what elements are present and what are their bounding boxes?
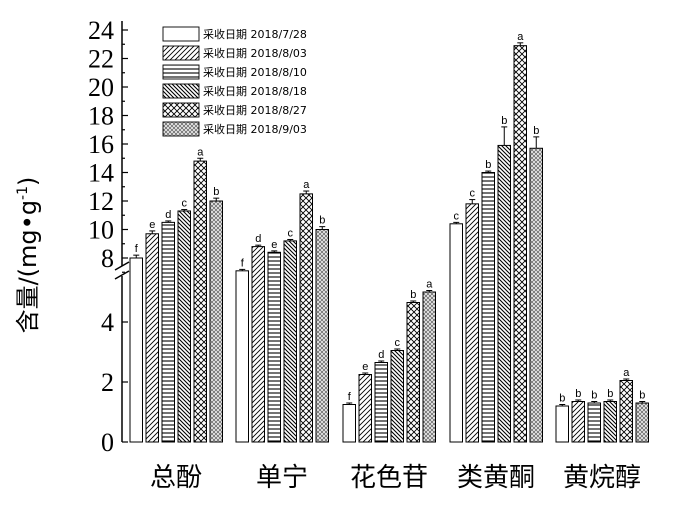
category-label: 花色苷 bbox=[350, 463, 428, 493]
significance-letter: b bbox=[591, 390, 597, 402]
bar bbox=[358, 374, 372, 443]
bar bbox=[299, 193, 313, 443]
y-tick-label: 14 bbox=[88, 159, 114, 188]
category-label: 总酚 bbox=[150, 463, 202, 493]
y-tick-label: 10 bbox=[88, 216, 114, 245]
significance-letter: d bbox=[378, 349, 384, 361]
significance-letter: c bbox=[454, 210, 460, 222]
significance-letter: b bbox=[559, 393, 565, 405]
y-tick-label: 24 bbox=[88, 16, 114, 45]
significance-letter: c bbox=[288, 227, 294, 239]
legend-label: 采收日期 2018/9/03 bbox=[203, 122, 307, 136]
y-tick-label: 20 bbox=[88, 73, 114, 102]
bar bbox=[283, 240, 297, 443]
significance-letter: b bbox=[639, 390, 645, 402]
significance-letter: b bbox=[533, 125, 539, 137]
significance-letter: b bbox=[319, 215, 325, 227]
significance-letter: b bbox=[410, 289, 416, 301]
y-tick-label: 4 bbox=[101, 308, 114, 337]
bar bbox=[555, 405, 569, 443]
significance-letter: a bbox=[517, 31, 524, 43]
bar bbox=[209, 200, 223, 443]
y-tick-label: 0 bbox=[101, 428, 114, 457]
y-axis-label-close: ) bbox=[14, 177, 42, 186]
bar bbox=[374, 362, 388, 443]
y-tick-label: 12 bbox=[88, 187, 114, 216]
significance-letter: e bbox=[362, 361, 368, 373]
bar bbox=[193, 160, 207, 443]
significance-letter: f bbox=[241, 257, 245, 269]
significance-letter: b bbox=[501, 115, 507, 127]
bar bbox=[177, 210, 191, 443]
significance-letter: b bbox=[485, 159, 491, 171]
y-axis-label-unit: (mg•g bbox=[14, 200, 42, 277]
legend-label: 采收日期 2018/8/27 bbox=[203, 103, 307, 117]
significance-letter: f bbox=[135, 243, 139, 255]
significance-letter: f bbox=[348, 391, 352, 403]
legend: 采收日期 2018/7/28 采收日期 2018/8/03 采收日期 2018/8/… bbox=[162, 26, 307, 137]
bar bbox=[390, 350, 404, 443]
legend-swatch bbox=[162, 64, 200, 80]
legend-swatch bbox=[162, 102, 200, 118]
bar bbox=[635, 402, 649, 443]
legend-swatch bbox=[162, 121, 200, 137]
significance-letter: c bbox=[182, 198, 188, 210]
significance-letter: a bbox=[426, 279, 433, 291]
bar bbox=[422, 291, 436, 443]
bar bbox=[513, 45, 527, 443]
significance-letter: b bbox=[213, 186, 219, 198]
bar bbox=[481, 172, 495, 443]
bar bbox=[161, 221, 175, 443]
legend-swatch bbox=[162, 83, 200, 99]
bar bbox=[619, 380, 633, 443]
legend-label: 采收日期 2018/8/03 bbox=[203, 46, 307, 60]
bar bbox=[235, 270, 249, 443]
bar bbox=[587, 402, 601, 443]
bar bbox=[406, 302, 420, 443]
bar bbox=[529, 147, 543, 443]
significance-letter: b bbox=[575, 388, 581, 400]
axis-break-mark bbox=[114, 261, 130, 280]
significance-letter: a bbox=[197, 146, 204, 158]
y-axis-label: 含量/(mg•g-1) bbox=[14, 177, 42, 334]
bar bbox=[449, 223, 463, 443]
category-label: 类黄酮 bbox=[457, 463, 535, 493]
bar bbox=[267, 251, 281, 443]
significance-letter: e bbox=[149, 219, 155, 231]
legend-label: 采收日期 2018/8/18 bbox=[203, 84, 307, 98]
significance-letter: d bbox=[255, 233, 261, 245]
bar bbox=[465, 203, 479, 443]
significance-letter: c bbox=[395, 337, 401, 349]
significance-letter: d bbox=[165, 209, 171, 221]
bar bbox=[315, 229, 329, 443]
category-label: 单宁 bbox=[256, 463, 308, 493]
legend-swatch bbox=[162, 45, 200, 61]
legend-swatch bbox=[162, 26, 200, 42]
bar bbox=[251, 246, 265, 443]
bar bbox=[342, 404, 356, 443]
y-tick-label: 18 bbox=[88, 102, 114, 131]
legend-label: 采收日期 2018/7/28 bbox=[203, 27, 307, 41]
significance-letter: a bbox=[303, 179, 310, 191]
y-tick-label: 8 bbox=[101, 244, 114, 273]
bar bbox=[129, 257, 143, 443]
y-tick-label: 2 bbox=[101, 368, 114, 397]
category-label: 黄烷醇 bbox=[563, 463, 641, 493]
bar bbox=[497, 144, 511, 443]
y-tick-label: 16 bbox=[88, 130, 114, 159]
bar bbox=[571, 401, 585, 443]
significance-letter: c bbox=[470, 188, 476, 200]
significance-letter: e bbox=[271, 239, 277, 251]
legend-label: 采收日期 2018/8/10 bbox=[203, 65, 307, 79]
y-axis-label-main: 含量/ bbox=[14, 276, 42, 333]
significance-letter: b bbox=[607, 388, 613, 400]
y-axis-label-sup: -1 bbox=[15, 186, 31, 200]
bar bbox=[145, 233, 159, 443]
bar bbox=[603, 401, 617, 443]
y-tick-label: 22 bbox=[88, 45, 114, 74]
significance-letter: a bbox=[623, 367, 630, 379]
